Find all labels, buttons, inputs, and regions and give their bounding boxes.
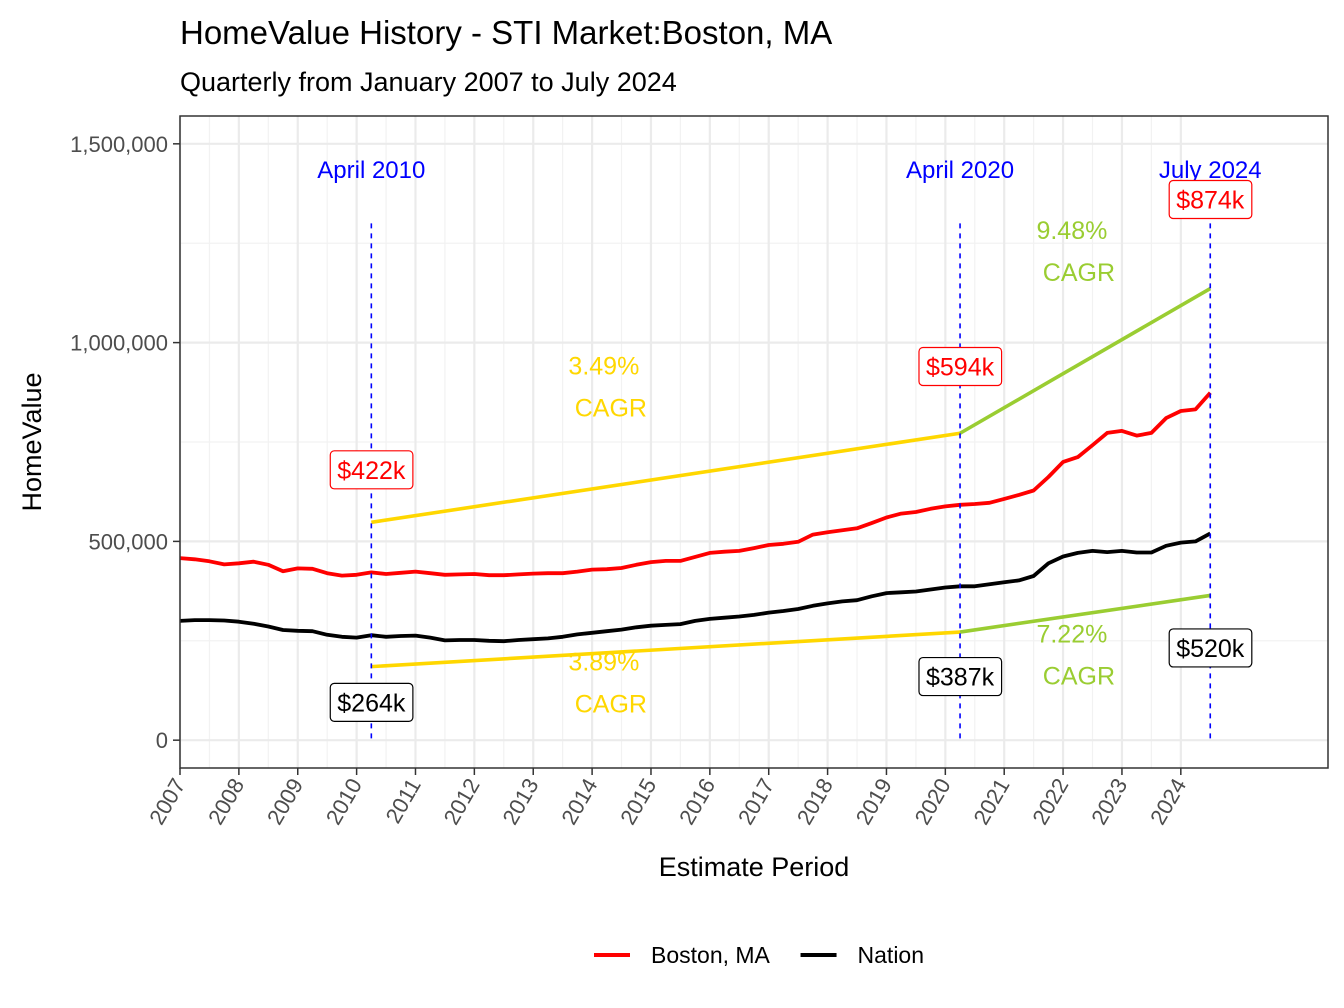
x-tick-label: 2023: [1086, 774, 1132, 829]
value-label-box: [1168, 628, 1253, 668]
x-tick-label: 2011: [381, 774, 426, 827]
series-line: [179, 391, 1212, 578]
period-marker-label: April 2010: [317, 157, 425, 184]
trend-line: [371, 630, 961, 669]
cagr-rate: 9.48%: [1036, 217, 1107, 245]
y-axis: 0 500,000 1,000,000 1,500,000: [70, 132, 180, 753]
cagr-word: CAGR: [575, 394, 647, 422]
x-tick-label: 2013: [497, 774, 543, 829]
x-tick-label: 2022: [1027, 774, 1073, 829]
x-tick-label: 2015: [615, 774, 661, 829]
value-label-box: [329, 682, 414, 723]
value-label-text: $264k: [337, 689, 406, 717]
y-tick-label: 0: [156, 728, 168, 753]
x-tick-label: 2024: [1145, 774, 1191, 829]
x-tick-label: 2007: [144, 774, 190, 829]
chart-title: HomeValue History - STI Market:Boston, M…: [180, 14, 832, 51]
value-label-text: $874k: [1176, 186, 1245, 214]
period-marker-label: April 2020: [906, 157, 1014, 184]
cagr-rate: 3.49%: [568, 352, 639, 380]
trend-line: [371, 431, 961, 525]
x-tick-label: 2009: [262, 774, 308, 829]
trend-line: [959, 593, 1211, 634]
value-label-text: $520k: [1176, 635, 1245, 663]
value-label-box: [918, 346, 1003, 387]
y-axis-title: HomeValue: [17, 372, 47, 511]
y-tick-label: 1,000,000: [70, 331, 168, 356]
value-label-text: $422k: [337, 457, 406, 485]
period-marker-label: July 2024: [1159, 157, 1262, 184]
plot-border: [179, 115, 1329, 769]
x-tick-label: 2018: [792, 774, 838, 829]
legend-label: Nation: [858, 942, 924, 968]
value-label-box: [329, 450, 414, 490]
cagr-word: CAGR: [575, 691, 647, 719]
cagr-word: CAGR: [1043, 259, 1115, 287]
value-label: $422k: [329, 450, 414, 490]
x-tick-label: 2010: [321, 774, 367, 829]
period-markers: April 2010 April 2020 July 2024: [317, 157, 1262, 741]
x-tick-label: 2008: [203, 774, 249, 829]
value-label: $264k: [329, 682, 414, 723]
legend: Boston, MA Nation: [594, 942, 924, 968]
value-label: $594k: [918, 346, 1003, 387]
series-lines: [179, 391, 1212, 644]
trend-line: [959, 286, 1212, 435]
value-labels: $422k $594k $874k $264k $387k $520k: [329, 179, 1253, 723]
x-tick-label: 2019: [851, 774, 897, 829]
cagr-rate: 3.89%: [568, 649, 639, 677]
x-tick-label: 2020: [910, 774, 956, 829]
legend-label: Boston, MA: [651, 942, 771, 968]
trend-lines: [371, 286, 1212, 669]
x-axis: 2007 2008 2009 2010 2011 2012 2013 2014 2015 2016…: [144, 768, 1191, 829]
y-tick-label: 1,500,000: [70, 132, 168, 157]
x-tick-label: 2021: [968, 774, 1014, 829]
value-label-text: $594k: [926, 353, 995, 381]
x-tick-label: 2014: [556, 774, 602, 829]
x-tick-label: 2016: [674, 774, 720, 829]
cagr-rate: 7.22%: [1036, 621, 1107, 649]
x-tick-label: 2017: [733, 774, 779, 829]
value-label: $874k: [1168, 179, 1253, 220]
cagr-word: CAGR: [1043, 663, 1115, 691]
value-label-box: [1168, 179, 1253, 220]
grid-minor: [180, 116, 1328, 768]
series-line: [179, 531, 1212, 644]
value-label-text: $387k: [926, 664, 995, 692]
x-axis-title: Estimate Period: [659, 852, 850, 882]
value-label-box: [918, 656, 1003, 697]
x-tick-label: 2012: [439, 774, 485, 829]
chart-subtitle: Quarterly from January 2007 to July 2024: [180, 67, 677, 97]
y-tick-label: 500,000: [88, 529, 168, 554]
value-label: $387k: [918, 656, 1003, 697]
value-label: $520k: [1168, 628, 1253, 668]
cagr-labels: 3.49% CAGR 9.48% CAGR 3.89% CAGR 7.22% CAGR: [568, 217, 1115, 718]
